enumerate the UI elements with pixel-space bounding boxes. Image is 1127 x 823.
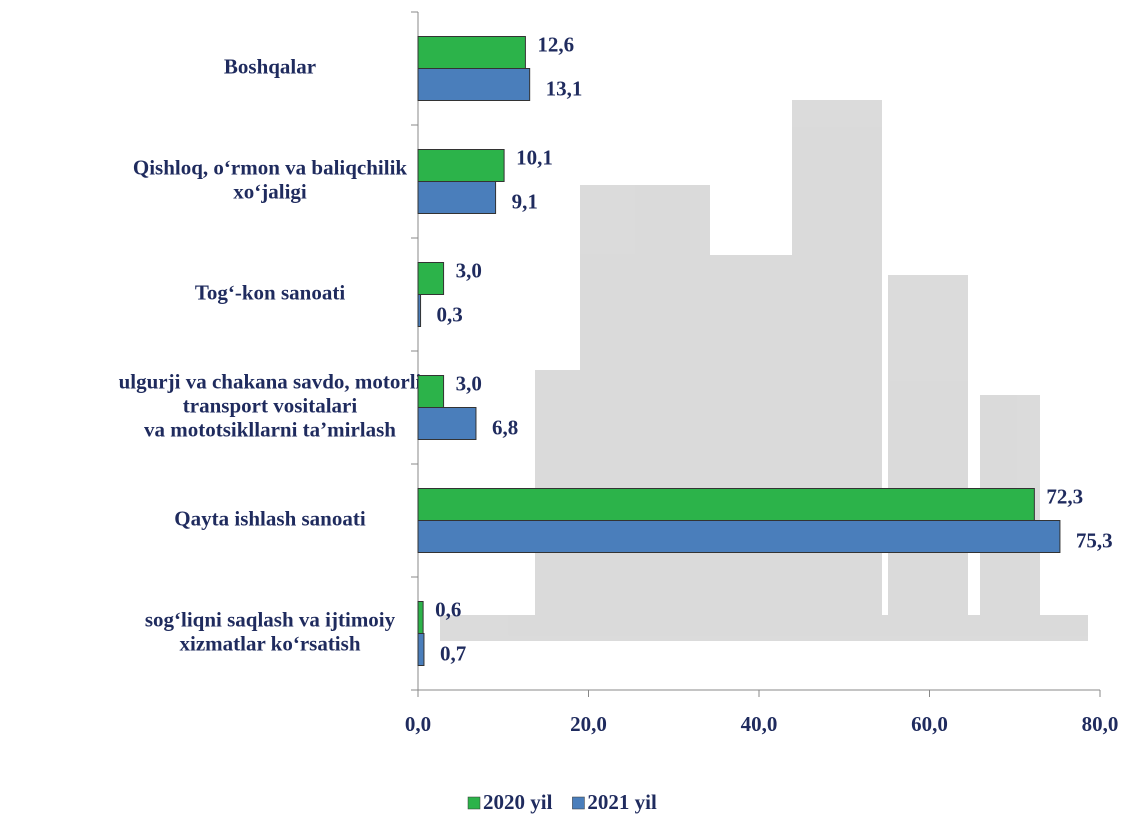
x-tick-label: 60,0 [911,712,948,736]
x-tick-label: 20,0 [570,712,607,736]
legend-label: 2021 yil [587,790,657,814]
category-label: sog‘liqni saqlash va ijtimoiy [145,607,396,631]
value-label: 9,1 [512,189,538,213]
bar [417,407,477,440]
value-label: 0,6 [435,597,461,621]
category-label: Boshqalar [224,54,316,78]
bar [417,488,1035,521]
bar [417,633,425,666]
value-label: 3,0 [456,258,482,282]
background-city [440,100,1088,641]
value-label: 0,7 [440,641,466,665]
legend-label: 2020 yil [483,790,553,814]
bar [417,520,1061,553]
value-label: 13,1 [546,76,583,100]
legend-swatch [572,796,585,810]
category-label: xo‘jaligi [233,179,307,203]
value-label: 12,6 [537,32,574,56]
bar [417,294,422,327]
value-label: 75,3 [1076,528,1113,552]
bar [417,68,531,101]
value-label: 6,8 [492,415,518,439]
bar [417,262,445,295]
category-label: xizmatlar ko‘rsatish [179,631,360,655]
category-label: ulgurji va chakana savdo, motorli [119,369,422,393]
value-label: 10,1 [516,145,553,169]
x-tick-label: 0,0 [405,712,431,736]
category-label: va mototsikllarni ta’mirlash [144,417,396,441]
category-label: Qishloq, o‘rmon va baliqchilik [133,155,408,179]
value-label: 0,3 [437,302,463,326]
value-label: 3,0 [456,371,482,395]
category-label: transport vositalari [183,393,358,417]
category-label: Qayta ishlash sanoati [174,506,366,530]
x-tick-label: 40,0 [741,712,778,736]
bar [417,375,445,408]
bar [417,36,526,69]
x-tick-label: 80,0 [1082,712,1119,736]
bar [417,601,424,634]
bar [417,181,497,214]
legend-swatch [467,796,481,810]
category-label: Tog‘-kon sanoati [195,280,346,304]
bar [417,149,505,182]
value-label: 72,3 [1046,484,1083,508]
